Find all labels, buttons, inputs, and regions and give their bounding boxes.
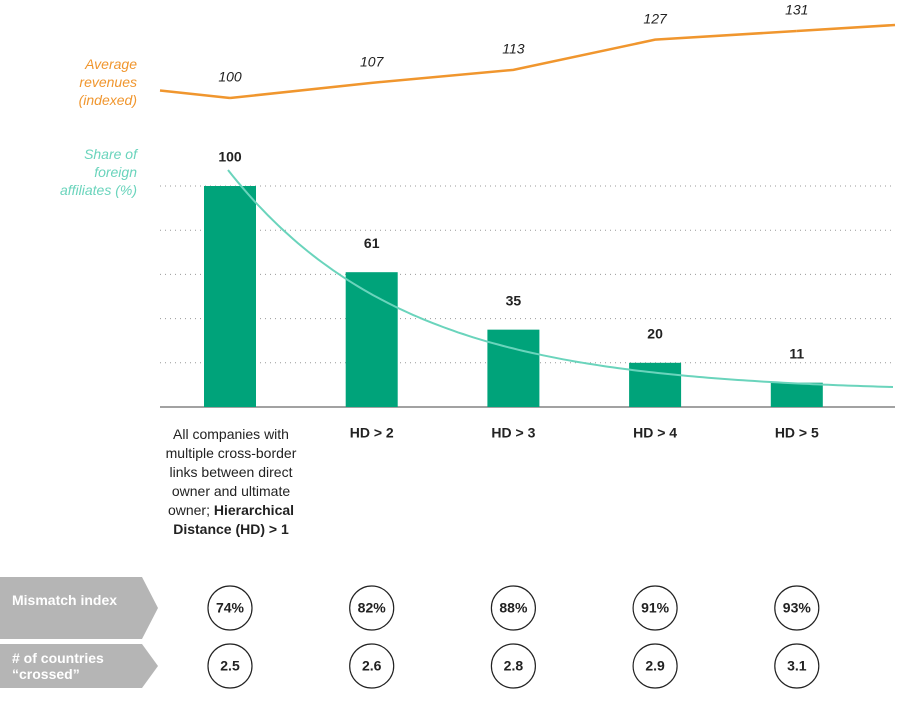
revenue-line (229, 29, 797, 100)
row-value: 2.8 (504, 658, 524, 674)
row-circle (349, 643, 395, 689)
x-tick-label: HD > 4 (633, 425, 677, 441)
bar (629, 362, 682, 407)
data-label: 107 (360, 54, 385, 70)
trend-line (227, 169, 894, 388)
bar (204, 186, 256, 407)
x-tick-label: All companies with multiple cross-border… (158, 425, 304, 539)
line-label: Average revenues (indexed) (78, 56, 137, 108)
bar (345, 272, 398, 407)
row-circle (490, 585, 537, 631)
row-value: 2.5 (220, 658, 240, 674)
row-circle (774, 643, 820, 689)
x-tick-label: HD > 5 (775, 425, 819, 441)
category-emphasis: Hierarchical Distance (HD) > 1 (173, 502, 295, 537)
data-label: 100 (218, 149, 242, 165)
data-label: 131 (785, 2, 808, 18)
row-circle (207, 643, 253, 689)
row-circle (207, 585, 253, 631)
row-value: 91% (641, 600, 670, 616)
row-value: 93% (783, 600, 812, 616)
data-label: 20 (647, 326, 663, 342)
x-tick-label: HD > 2 (350, 425, 394, 441)
line-extension (159, 89, 231, 100)
data-label: 61 (364, 235, 380, 251)
row-circle (349, 585, 395, 631)
row-circle (632, 643, 678, 689)
row-value: 74% (216, 600, 245, 616)
row-value: 82% (358, 600, 387, 616)
data-label: 100 (218, 69, 242, 85)
line-extension (796, 23, 896, 33)
row-arrow (0, 577, 158, 639)
category-text: All companies with multiple cross-border… (165, 426, 297, 518)
x-tick-label: HD > 3 (491, 425, 535, 441)
row-value: 3.1 (787, 658, 807, 674)
row-value: 2.6 (362, 658, 382, 674)
data-label: 113 (502, 41, 525, 57)
data-label: 127 (643, 10, 668, 26)
data-label: 11 (789, 345, 804, 361)
row-value: 2.9 (645, 658, 665, 674)
bar-label: Share of foreign affiliates (%) (59, 146, 137, 198)
row-circle (774, 585, 820, 631)
row-label: # of countries “crossed” (12, 650, 104, 682)
data-label: 35 (506, 292, 522, 308)
row-label: Mismatch index (12, 592, 118, 608)
row-arrow (0, 644, 158, 688)
row-value: 88% (499, 600, 528, 616)
row-circle (490, 643, 537, 689)
bar (487, 329, 540, 407)
bar (770, 382, 823, 407)
row-circle (632, 585, 678, 631)
